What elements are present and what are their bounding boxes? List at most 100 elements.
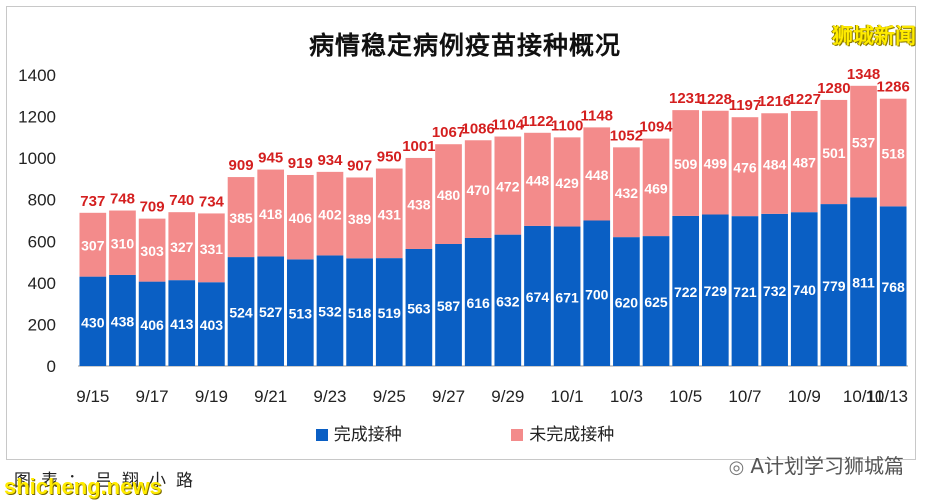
data-label-incomplete: 518 bbox=[881, 146, 905, 162]
data-label-incomplete: 327 bbox=[170, 239, 194, 255]
data-label-total: 1231 bbox=[669, 90, 702, 107]
bar-incomplete bbox=[109, 210, 136, 275]
data-label-incomplete: 307 bbox=[81, 238, 105, 254]
data-label-total: 1286 bbox=[876, 79, 909, 96]
wechat-label: A计划学习狮城篇 bbox=[750, 454, 904, 478]
data-label-total: 1052 bbox=[610, 127, 643, 144]
data-label-incomplete: 402 bbox=[318, 207, 342, 223]
data-label-incomplete: 501 bbox=[822, 145, 846, 161]
y-tick-label: 400 bbox=[28, 274, 56, 293]
bar-incomplete bbox=[464, 140, 492, 238]
bar-completed bbox=[257, 256, 285, 366]
data-label-incomplete: 537 bbox=[852, 135, 876, 151]
data-label-completed: 616 bbox=[466, 295, 490, 311]
data-label-incomplete: 406 bbox=[289, 210, 313, 226]
data-label-total: 1100 bbox=[551, 117, 584, 134]
bar-completed bbox=[790, 212, 818, 366]
x-tick-label: 9/23 bbox=[313, 387, 346, 406]
data-label-incomplete: 476 bbox=[733, 160, 757, 176]
data-label-total: 1148 bbox=[580, 107, 613, 124]
data-label-completed: 732 bbox=[763, 283, 787, 299]
data-label-total: 734 bbox=[199, 193, 225, 210]
bar-completed bbox=[850, 197, 877, 366]
bar-incomplete bbox=[820, 99, 848, 205]
bar-incomplete bbox=[701, 110, 729, 215]
data-label-completed: 524 bbox=[229, 305, 253, 321]
bar-completed bbox=[138, 281, 166, 366]
x-tick-label: 9/25 bbox=[373, 387, 406, 406]
data-label-completed: 721 bbox=[733, 284, 757, 300]
legend-item-completed: 完成接种 bbox=[315, 420, 402, 445]
x-tick-label: 9/29 bbox=[491, 387, 524, 406]
bar-incomplete bbox=[494, 136, 522, 235]
chart-title: 病情稳定病例疫苗接种概况 bbox=[308, 31, 621, 60]
bar-incomplete bbox=[879, 98, 907, 207]
bar-incomplete bbox=[613, 147, 640, 238]
x-tick-label: 9/21 bbox=[254, 387, 287, 406]
data-label-total: 1001 bbox=[402, 138, 435, 155]
data-label-incomplete: 470 bbox=[466, 182, 490, 198]
data-label-completed: 587 bbox=[437, 298, 461, 314]
legend-label-completed: 完成接种 bbox=[333, 425, 402, 445]
data-label-completed: 740 bbox=[793, 282, 817, 298]
data-label-total: 934 bbox=[317, 152, 343, 169]
data-label-total: 709 bbox=[140, 199, 165, 216]
data-label-completed: 430 bbox=[81, 314, 105, 330]
x-tick-label: 9/19 bbox=[195, 387, 228, 406]
data-label-completed: 519 bbox=[378, 305, 402, 321]
legend-swatch-completed bbox=[315, 429, 328, 441]
data-label-incomplete: 480 bbox=[437, 187, 461, 203]
bar-completed bbox=[316, 255, 344, 366]
data-label-incomplete: 385 bbox=[229, 210, 253, 226]
data-label-incomplete: 431 bbox=[378, 206, 402, 222]
data-label-completed: 413 bbox=[170, 316, 194, 332]
x-tick-label: 10/5 bbox=[669, 387, 702, 406]
bar-completed bbox=[553, 226, 581, 366]
bar-completed bbox=[761, 213, 788, 366]
bar-incomplete bbox=[227, 177, 255, 258]
bar-incomplete bbox=[435, 144, 462, 244]
x-tick-label: 10/7 bbox=[728, 387, 761, 406]
x-tick-label: 9/27 bbox=[432, 387, 465, 406]
bar-completed bbox=[227, 257, 255, 366]
site-watermark: shicheng.news bbox=[4, 474, 162, 499]
data-label-completed: 438 bbox=[111, 313, 135, 329]
data-label-completed: 811 bbox=[852, 275, 875, 291]
legend-item-incomplete: 未完成接种 bbox=[511, 420, 614, 445]
data-label-completed: 620 bbox=[615, 295, 639, 311]
data-label-total: 1216 bbox=[758, 93, 791, 110]
data-label-completed: 779 bbox=[822, 278, 846, 294]
bar-completed bbox=[405, 248, 433, 366]
credit-text: 图表：吕翔小路 bbox=[14, 471, 203, 491]
data-label-incomplete: 418 bbox=[259, 206, 283, 222]
data-label-incomplete: 438 bbox=[407, 196, 431, 212]
bar-incomplete bbox=[168, 212, 196, 281]
bar-completed bbox=[198, 282, 225, 366]
data-label-completed: 532 bbox=[318, 304, 342, 320]
data-label-incomplete: 469 bbox=[644, 180, 668, 196]
bar-completed bbox=[820, 204, 848, 366]
bar-incomplete bbox=[850, 85, 877, 198]
data-label-completed: 768 bbox=[881, 279, 905, 295]
y-tick-label: 1400 bbox=[18, 66, 56, 85]
legend-label-incomplete: 未完成接种 bbox=[529, 425, 615, 445]
bar-completed bbox=[494, 234, 522, 366]
bar-incomplete bbox=[553, 137, 581, 227]
data-label-total: 1197 bbox=[729, 97, 762, 114]
y-tick-label: 800 bbox=[28, 191, 56, 210]
data-label-incomplete: 310 bbox=[111, 236, 135, 252]
x-tick-label: 10/13 bbox=[865, 387, 908, 406]
bar-completed bbox=[731, 216, 759, 366]
x-tick-label: 10/3 bbox=[610, 387, 643, 406]
data-label-incomplete: 303 bbox=[140, 243, 164, 259]
data-label-total: 1228 bbox=[699, 91, 732, 108]
data-label-incomplete: 509 bbox=[674, 156, 698, 172]
data-label-total: 740 bbox=[169, 192, 194, 209]
bar-incomplete bbox=[731, 117, 759, 217]
data-label-total: 945 bbox=[258, 150, 283, 167]
data-label-completed: 722 bbox=[674, 284, 698, 300]
data-label-total: 950 bbox=[377, 149, 402, 166]
y-tick-label: 1000 bbox=[18, 149, 56, 168]
data-label-incomplete: 429 bbox=[555, 175, 579, 191]
